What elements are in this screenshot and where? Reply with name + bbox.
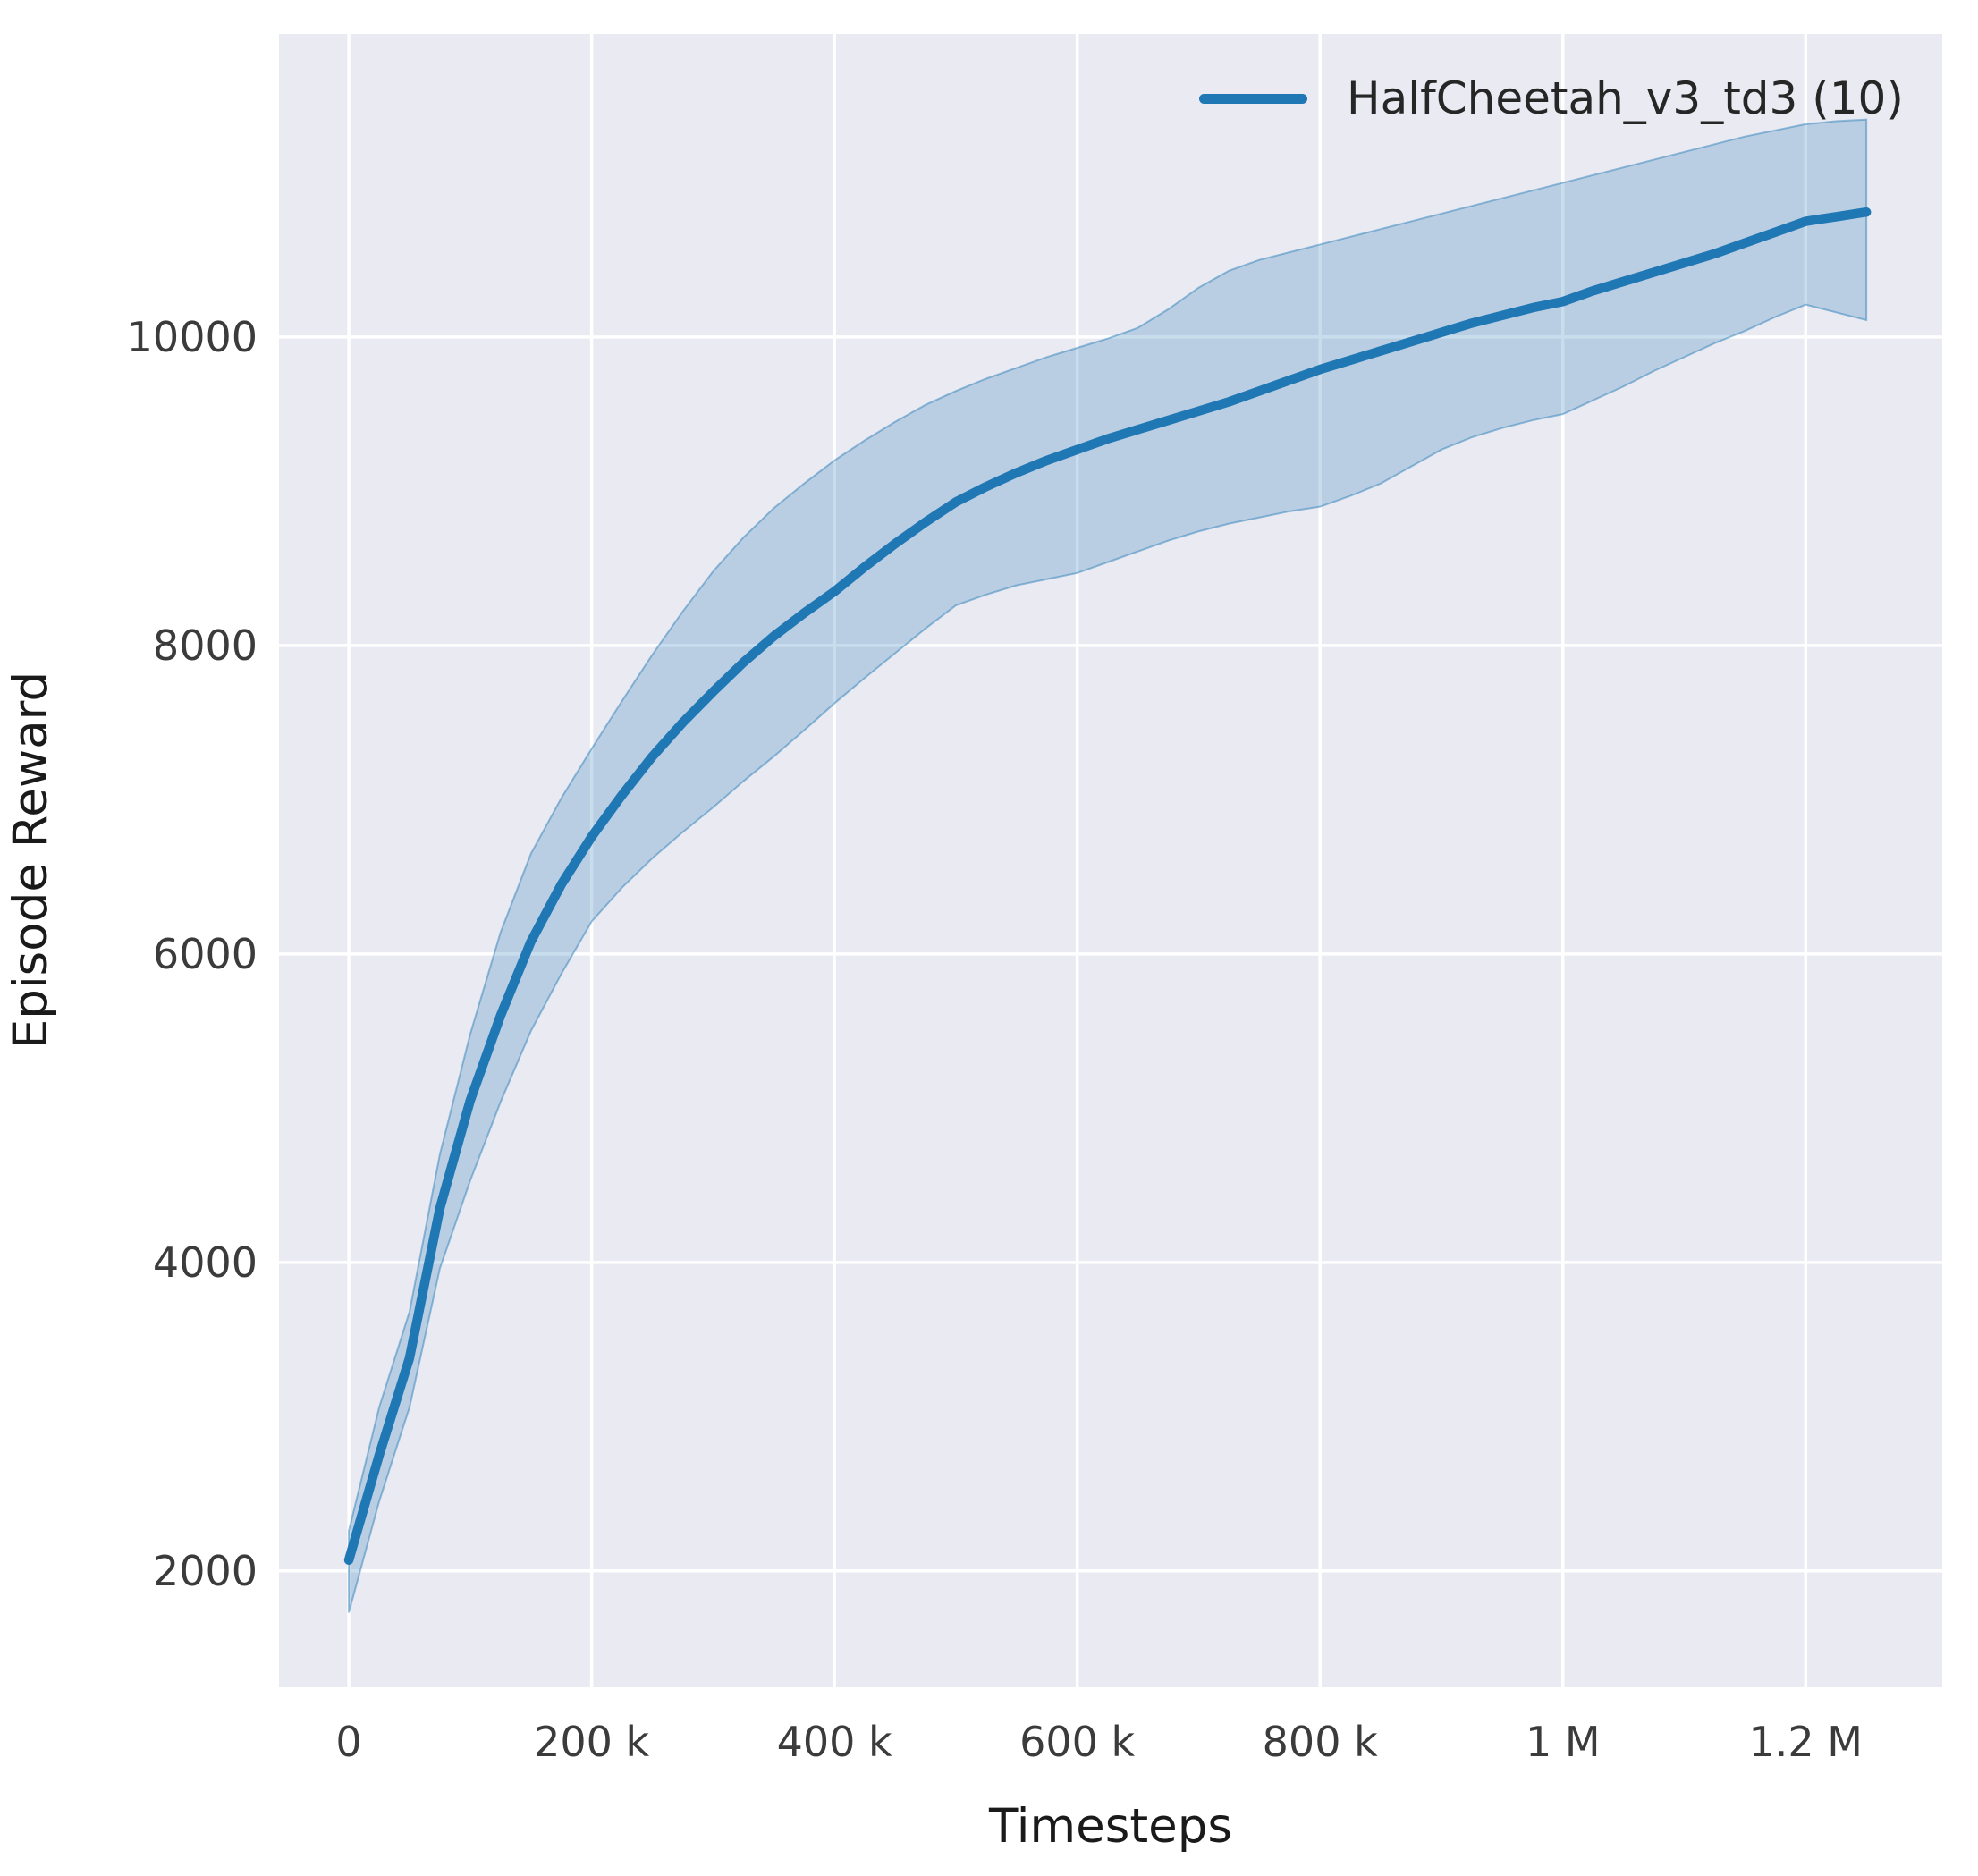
- y-tick-label: 4000: [153, 1238, 258, 1287]
- x-tick-label: 600 k: [1019, 1718, 1135, 1766]
- plot-area: [279, 34, 1942, 1687]
- y-tick-label: 2000: [153, 1547, 258, 1595]
- y-tick-label: 8000: [153, 621, 258, 670]
- grid: [279, 34, 1942, 1687]
- mean-line: [343, 207, 1872, 1565]
- legend-label: HalfCheetah_v3_td3 (10): [1347, 72, 1904, 124]
- series-layer: [343, 118, 1872, 1613]
- tick-labels: 0 200 k 400 k 600 k 800 k 1 M 1.2 M 2000 4000 600…: [127, 313, 1863, 1766]
- y-tick-label: 10000: [127, 313, 258, 361]
- y-axis-label: Episode Reward: [4, 672, 58, 1049]
- x-tick-label: 200 k: [534, 1718, 649, 1766]
- confidence-band: [348, 118, 1868, 1613]
- x-tick-label: 800 k: [1263, 1718, 1378, 1766]
- x-tick-label: 0: [335, 1718, 361, 1766]
- x-tick-label: 1 M: [1526, 1718, 1601, 1766]
- legend: HalfCheetah_v3_td3 (10): [1199, 68, 1904, 129]
- legend-line-swatch: [1199, 93, 1307, 104]
- y-tick-label: 6000: [153, 930, 258, 978]
- x-axis-label: Timesteps: [988, 1799, 1232, 1854]
- x-tick-label: 1.2 M: [1749, 1718, 1863, 1766]
- x-tick-label: 400 k: [777, 1718, 892, 1766]
